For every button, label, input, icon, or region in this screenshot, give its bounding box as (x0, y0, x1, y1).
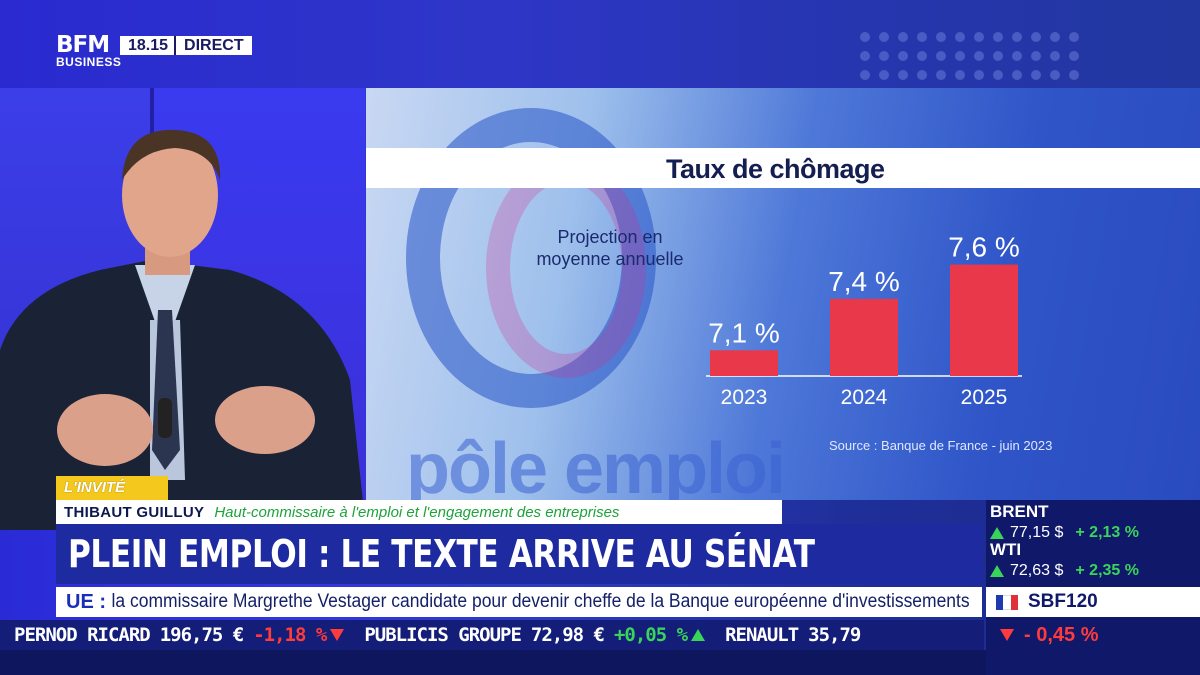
market-value: 72,63 $ (1010, 562, 1064, 579)
decorative-dot (974, 32, 984, 42)
guest-figure (0, 129, 366, 530)
chart-title-bar (366, 148, 1200, 188)
chart-bar (950, 264, 1018, 376)
chart-title: Taux de chômage (666, 154, 885, 184)
stock-ticker: PERNOD RICARD 196,75 € -1,18 % PUBLICIS … (0, 620, 984, 650)
decorative-dot (879, 70, 889, 80)
decorative-dot (917, 32, 927, 42)
chart-category-label: 2023 (721, 386, 768, 409)
decorative-dot (879, 51, 889, 61)
decorative-dot (898, 70, 908, 80)
chart-data-label: 7,4 % (828, 266, 900, 297)
guest-tag: L'INVITÉ (56, 476, 168, 500)
news-ticker: UE : la commissaire Margrethe Vestager c… (56, 587, 982, 617)
chart-category-label: 2024 (841, 386, 888, 409)
ticker-text: la commissaire Margrethe Vestager candid… (111, 591, 970, 612)
decorative-dot (1050, 51, 1060, 61)
headline: PLEIN EMPLOI : LE TEXTE ARRIVE AU SÉNAT (68, 532, 815, 576)
down-arrow-icon (330, 629, 345, 641)
guest-head (122, 133, 218, 257)
guest-name: THIBAUT GUILLUY (64, 503, 205, 521)
stock-name: PERNOD RICARD (14, 624, 151, 646)
decorative-dot (898, 32, 908, 42)
decorative-dot (917, 51, 927, 61)
market-value: 77,15 $ (1010, 524, 1064, 541)
market-wti: WTI 72,63 $ + 2,35 % (990, 540, 1139, 579)
up-arrow-icon (990, 527, 1004, 539)
decorative-dot (1031, 70, 1041, 80)
guest-suit (0, 260, 366, 530)
microphone-icon (158, 398, 172, 438)
decorative-dot (936, 70, 946, 80)
decorative-dot (917, 70, 927, 80)
stock-price: 72,98 € (530, 624, 605, 646)
guest-left-hand (57, 394, 153, 466)
index-change-row: - 0,45 % (986, 620, 1200, 650)
stock-price: 35,79 (808, 624, 861, 646)
chart-category-label: 2025 (961, 386, 1008, 409)
decorative-dot (1050, 32, 1060, 42)
studio-screen: pôle emploi Taux de chômage Projection e… (366, 88, 1200, 500)
decorative-dot (1012, 32, 1022, 42)
decorative-dot (1050, 70, 1060, 80)
index-box: SBF120 (986, 587, 1200, 617)
decorative-dot (936, 32, 946, 42)
index-change: - 0,45 % (1024, 623, 1099, 646)
guest-shirt (135, 265, 195, 350)
market-change: + 2,13 % (1075, 524, 1139, 541)
decorative-dot (936, 51, 946, 61)
decorative-dot (1012, 51, 1022, 61)
decorative-dot (1069, 51, 1079, 61)
chart-bar (830, 298, 898, 376)
chart-bar (710, 350, 778, 376)
market-change: + 2,35 % (1075, 562, 1139, 579)
decorative-dot (1031, 51, 1041, 61)
chart-data-label: 7,6 % (948, 232, 1020, 263)
decorative-dot (993, 51, 1003, 61)
decorative-dot (860, 70, 870, 80)
stock-name: RENAULT (725, 624, 799, 646)
headline-bar (56, 524, 982, 584)
stock-change: -1,18 % (253, 624, 327, 646)
bfm-business-logo: BFM BUSINESS (56, 32, 122, 69)
guest-right-hand (215, 386, 315, 454)
guest-hair (122, 129, 221, 180)
chart-source: Source : Banque de France - juin 2023 (829, 438, 1053, 453)
decorative-dot (974, 70, 984, 80)
decorative-dot (1069, 70, 1079, 80)
decorative-dot (860, 51, 870, 61)
market-brent: BRENT 77,15 $ + 2,13 % (990, 502, 1139, 541)
decorative-dot (1069, 32, 1079, 42)
up-arrow-icon (691, 629, 706, 641)
index-name: SBF120 (1028, 591, 1098, 612)
live-label: DIRECT (184, 37, 244, 54)
chart-note: Projection en moyenne annuelle (536, 227, 684, 269)
down-arrow-icon (1000, 629, 1014, 641)
decorative-dot (955, 51, 965, 61)
decorative-dot (860, 32, 870, 42)
french-flag-icon (996, 594, 1018, 610)
decorative-dot (993, 32, 1003, 42)
stock-price: 196,75 € (159, 624, 245, 646)
decorative-dot (955, 70, 965, 80)
decorative-dot (1012, 70, 1022, 80)
up-arrow-icon (990, 565, 1004, 577)
decorative-dot (1031, 32, 1041, 42)
stock-name: PUBLICIS GROUPE (364, 624, 522, 646)
decorative-dot (955, 32, 965, 42)
clock-live-box: 18.15 DIRECT (120, 36, 252, 55)
decorative-dot (974, 51, 984, 61)
guest-role: Haut-commissaire à l'emploi et l'engagem… (214, 503, 620, 521)
decorative-dot (993, 70, 1003, 80)
decorative-dot (879, 32, 889, 42)
stock-change: +0,05 % (613, 624, 688, 646)
clock: 18.15 (120, 36, 177, 55)
pole-emploi-logo-text: pôle emploi (406, 429, 786, 500)
decorative-dot (898, 51, 908, 61)
chart-data-label: 7,1 % (708, 317, 780, 348)
ticker-key: UE : (66, 590, 106, 613)
unemployment-bar-chart: 7,1 % 2023 7,4 % 2024 7,6 % 2025 (706, 232, 1022, 409)
guest-name-bar: THIBAUT GUILLUY Haut-commissaire à l'emp… (56, 500, 782, 524)
